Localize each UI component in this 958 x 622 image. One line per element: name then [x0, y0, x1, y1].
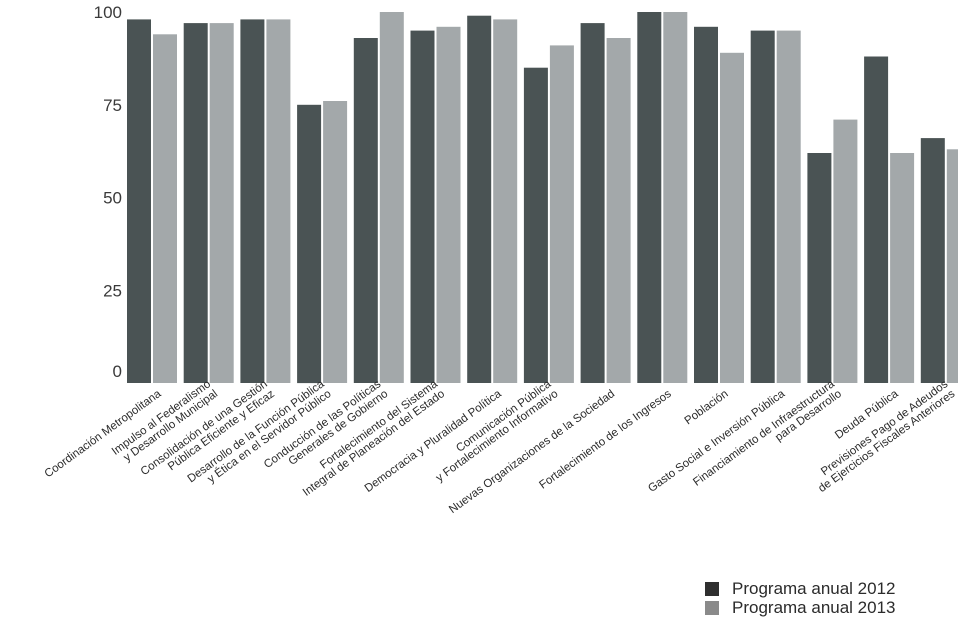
bar-2013	[946, 149, 958, 383]
bar-2013	[266, 19, 291, 384]
bar-2012	[864, 56, 889, 383]
legend-swatch-2012	[705, 581, 719, 596]
bar-2012	[183, 23, 208, 383]
legend-item-2012: Programa anual 2012	[705, 579, 896, 598]
bar-2012	[750, 30, 775, 383]
bar-2012	[694, 26, 718, 384]
bar-2013	[720, 52, 744, 384]
bar-2013	[209, 23, 234, 383]
bar-2013	[890, 153, 915, 383]
bars	[127, 12, 958, 384]
bar-2012	[580, 23, 605, 383]
y-tick-label: 25	[103, 281, 122, 300]
bar-2012	[410, 30, 435, 383]
y-tick-label: 75	[103, 96, 122, 115]
bar-2012	[637, 12, 662, 383]
bar-2013	[153, 34, 177, 384]
bar-2012	[807, 153, 832, 383]
legend-label-2012: Programa anual 2012	[732, 579, 896, 598]
y-tick-label: 0	[113, 362, 122, 381]
bar-2013	[379, 12, 404, 383]
x-category-label: Población	[683, 388, 731, 427]
legend-swatch-2013	[705, 600, 719, 615]
y-tick-label: 50	[103, 189, 122, 208]
bar-2013	[663, 12, 688, 383]
bar-2013	[833, 119, 858, 383]
y-tick-label: 100	[94, 3, 122, 22]
bar-2013	[606, 38, 631, 383]
x-category-label-line: Población	[683, 388, 731, 427]
bar-2012	[467, 15, 492, 383]
legend-label-2013: Programa anual 2013	[732, 598, 896, 617]
legend-item-2013: Programa anual 2013	[705, 598, 896, 617]
bar-2013	[776, 30, 801, 383]
bar-2013	[549, 45, 574, 384]
bar-2013	[493, 19, 518, 384]
bar-2012	[297, 104, 322, 384]
bar-2012	[240, 19, 265, 384]
y-axis-ticks: 0 25 50 75 100	[94, 3, 122, 381]
bar-2012	[523, 67, 548, 383]
bar-2013	[436, 26, 461, 384]
bar-2012	[920, 138, 945, 383]
bar-2012	[353, 38, 378, 383]
bar-2013	[323, 101, 348, 383]
bar-2012	[127, 19, 151, 384]
legend: Programa anual 2012 Programa anual 2013	[705, 579, 896, 617]
